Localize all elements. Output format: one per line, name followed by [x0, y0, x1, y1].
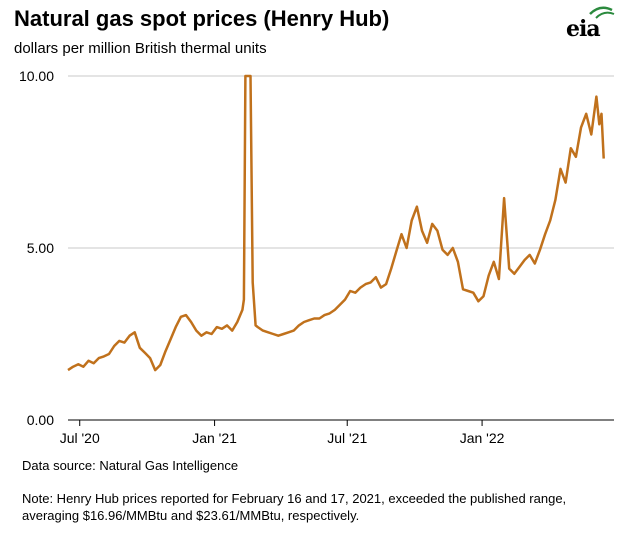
x-tick-label: Jul '21 [327, 430, 367, 446]
line-chart: 0.00 5.00 10.00 Jul '20 Jan '21 Jul '21 Jan '2… [19, 68, 614, 446]
eia-logo: eia [566, 4, 618, 42]
x-tick-label: Jan '21 [192, 430, 237, 446]
footnote: Note: Henry Hub prices reported for Febr… [22, 491, 567, 523]
eia-logo-arcs [589, 6, 615, 19]
eia-logo-text: eia [566, 16, 601, 42]
price-series-line [67, 74, 605, 372]
data-source: Data source: Natural Gas Intelligence [22, 458, 239, 473]
y-tick-label: 5.00 [27, 240, 54, 256]
x-tick-label: Jan '22 [460, 430, 505, 446]
y-tick-label: 0.00 [27, 412, 54, 428]
chart-title: Natural gas spot prices (Henry Hub) [14, 6, 390, 31]
chart-subtitle: dollars per million British thermal unit… [14, 40, 267, 57]
x-tick-label: Jul '20 [60, 430, 100, 446]
y-tick-label: 10.00 [19, 68, 54, 84]
